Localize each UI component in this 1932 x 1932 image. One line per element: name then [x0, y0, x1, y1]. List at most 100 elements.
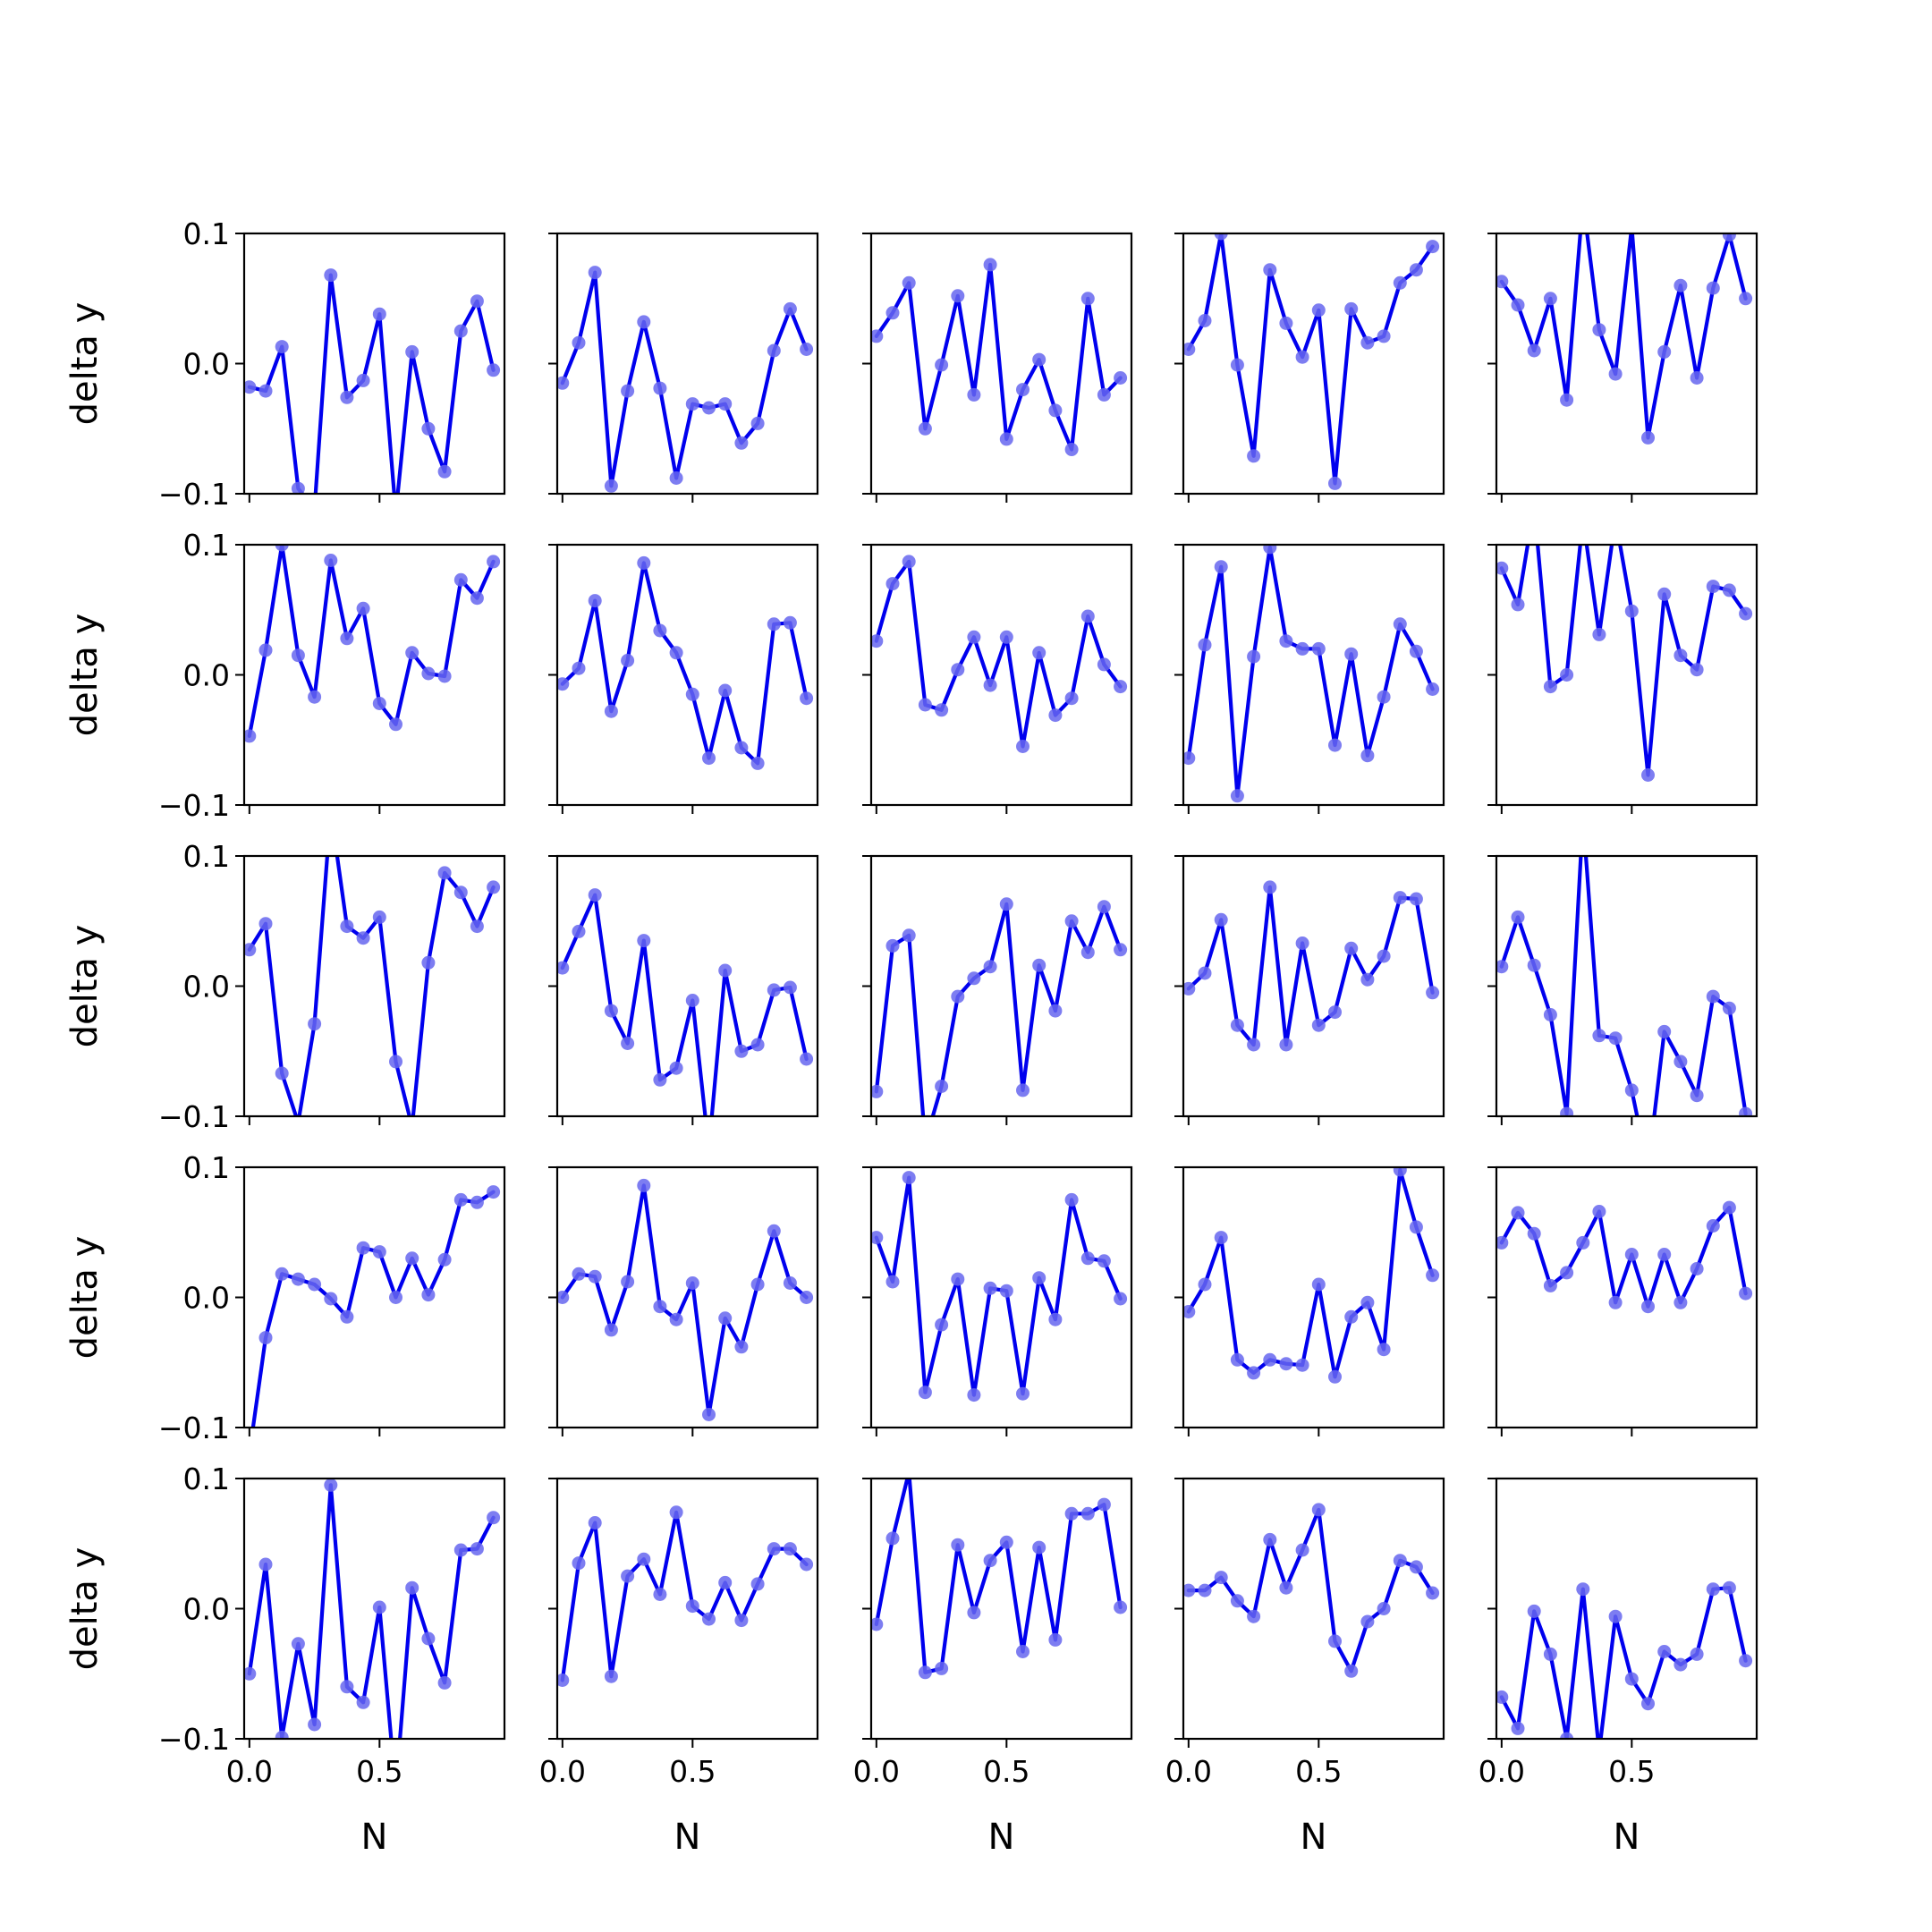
data-point	[1311, 1503, 1326, 1517]
data-point	[572, 1556, 586, 1571]
data-point	[1739, 1286, 1753, 1301]
x-tick-label: 0.5	[983, 1754, 1030, 1789]
y-tick-label: 0.1	[183, 839, 230, 874]
x-tick-label: 0.5	[669, 1754, 716, 1789]
data-point	[1641, 1300, 1655, 1314]
data-point	[902, 275, 916, 290]
data-point	[1641, 768, 1655, 782]
data-point	[1393, 1554, 1407, 1568]
data-point	[1706, 580, 1720, 594]
y-axis-label: delta y	[64, 614, 106, 737]
data-point	[291, 1637, 305, 1651]
data-point	[258, 917, 273, 931]
data-point	[734, 1044, 749, 1058]
data-point	[372, 307, 386, 321]
data-point	[258, 384, 273, 398]
data-point	[1114, 943, 1128, 957]
data-point	[653, 1588, 667, 1601]
y-axis-label: delta y	[64, 302, 106, 426]
data-point	[487, 1185, 501, 1199]
data-point	[1214, 233, 1228, 241]
data-point	[1114, 1292, 1128, 1306]
data-point	[1183, 1305, 1196, 1318]
series-line	[874, 1479, 1123, 1674]
data-point	[1511, 1721, 1525, 1735]
data-point	[1608, 367, 1623, 381]
data-point	[421, 955, 436, 970]
data-point	[470, 591, 484, 606]
data-point	[621, 1569, 635, 1583]
x-tick-label: 0.5	[356, 1754, 402, 1789]
data-point	[296, 1115, 301, 1116]
data-point	[1690, 1089, 1704, 1103]
data-point	[572, 335, 586, 350]
data-point	[1032, 352, 1046, 367]
series-line	[560, 561, 809, 766]
axes-frame	[869, 854, 1133, 1118]
y-tick-label: 0.0	[183, 347, 230, 382]
data-point	[1722, 1580, 1736, 1595]
data-point	[1377, 1343, 1391, 1357]
data-point	[1016, 383, 1030, 397]
data-point	[1097, 1497, 1111, 1512]
data-point	[588, 266, 602, 280]
data-point	[1608, 1031, 1623, 1046]
data-point	[886, 1531, 900, 1546]
data-point	[1576, 1235, 1590, 1250]
data-point	[244, 1666, 257, 1681]
subplot-r1-c4	[1174, 232, 1445, 503]
data-point	[1295, 350, 1309, 364]
data-point	[453, 1543, 468, 1557]
series-line	[1499, 856, 1748, 1116]
data-point	[1360, 1614, 1375, 1629]
data-point	[557, 961, 570, 975]
data-point	[1527, 1226, 1541, 1241]
data-point	[1230, 1352, 1244, 1367]
data-point	[767, 1224, 781, 1238]
subplot-r5-c4: 0.0 0.5 N	[1165, 1477, 1445, 1858]
data-point	[437, 1675, 452, 1690]
data-point	[604, 479, 618, 493]
data-point	[935, 1318, 949, 1332]
data-point	[421, 1631, 436, 1646]
data-point	[1409, 644, 1423, 658]
data-point	[983, 960, 997, 974]
data-point	[1527, 958, 1541, 972]
series-group	[1496, 512, 1753, 782]
y-tick-label: −0.1	[158, 477, 230, 512]
data-point	[1360, 335, 1375, 350]
data-point	[572, 1267, 586, 1281]
subplot-r4-c5	[1487, 1165, 1758, 1436]
data-point	[1576, 512, 1589, 525]
y-tick-label: 0.0	[183, 658, 230, 693]
data-point	[557, 1674, 570, 1687]
data-point	[588, 1516, 602, 1530]
data-point	[750, 1577, 765, 1591]
series-group	[244, 545, 501, 743]
data-point	[557, 376, 570, 390]
data-point	[1032, 646, 1046, 660]
data-point	[1263, 1532, 1277, 1546]
series-group	[1183, 1503, 1440, 1678]
data-point	[734, 1340, 749, 1354]
data-point	[1198, 966, 1212, 980]
data-point	[967, 1606, 981, 1620]
data-point	[1527, 1604, 1541, 1618]
data-point	[637, 555, 651, 570]
y-tick-label: −0.1	[158, 1099, 230, 1134]
data-point	[902, 1465, 916, 1479]
subplot-r5-c5: 0.0 0.5 N	[1479, 1477, 1758, 1858]
data-point	[572, 661, 586, 675]
data-point	[702, 751, 716, 766]
data-point	[308, 1017, 322, 1031]
data-point	[886, 938, 900, 953]
subplot-r1-c2	[548, 232, 819, 503]
data-point	[902, 1171, 916, 1185]
x-axis-label: N	[674, 1817, 701, 1858]
data-point	[800, 1052, 814, 1066]
data-point	[1624, 1083, 1639, 1097]
data-point	[1311, 303, 1326, 318]
data-point	[1739, 1106, 1753, 1116]
data-point	[702, 1142, 716, 1156]
